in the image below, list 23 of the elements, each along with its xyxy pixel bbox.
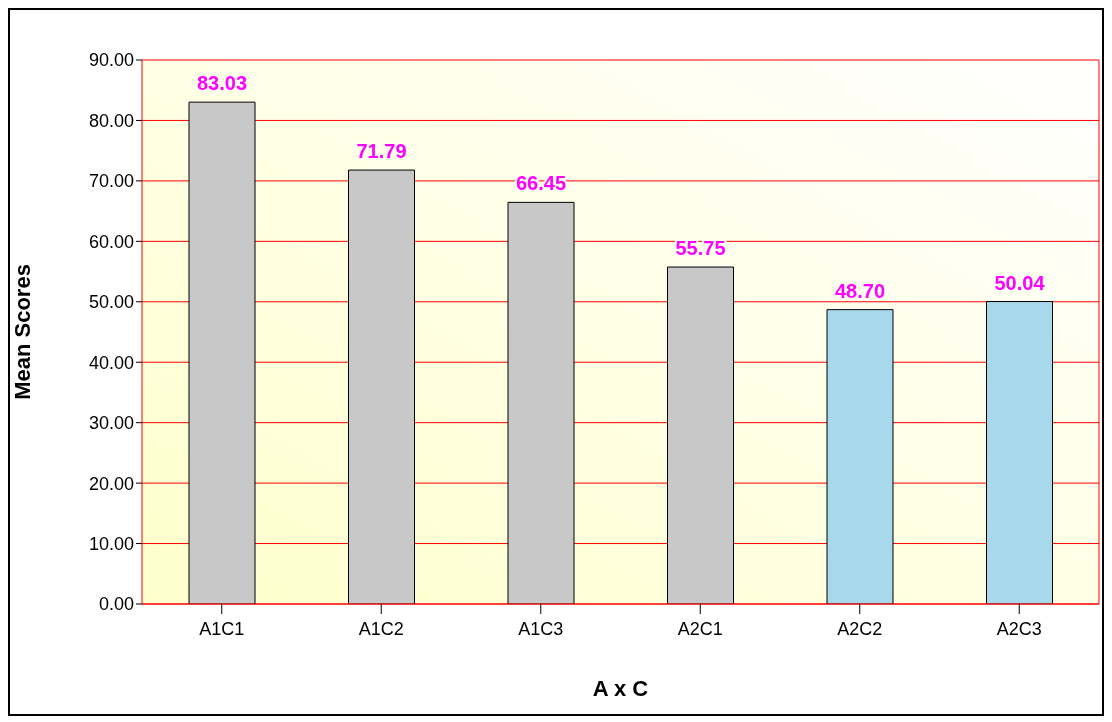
data-label: 71.79 [356,140,407,163]
y-tick-label: 90.00 [88,50,134,71]
y-tick-label: 70.00 [88,171,134,192]
y-axis-title: Mean Scores [9,264,35,400]
data-label: 50.04 [994,271,1046,294]
x-tick-label: A2C2 [837,618,883,639]
x-axis-title: A x C [592,676,649,701]
data-label: 55.75 [675,237,726,260]
y-tick-label: 50.00 [88,292,134,313]
y-tick-label: 10.00 [88,533,134,554]
y-tick-label: 80.00 [88,110,134,131]
y-tick-label: 60.00 [88,231,134,252]
x-tick-label: A1C1 [199,618,245,639]
x-tick-label: A2C3 [996,618,1042,639]
y-tick-label: 0.00 [98,594,134,615]
x-tick-label: A1C2 [358,618,404,639]
y-tick-label: 40.00 [88,352,134,373]
y-tick-label: 30.00 [88,413,134,434]
y-tick-label: 20.00 [88,473,134,494]
data-label: 83.03 [196,72,248,95]
data-label: 48.70 [834,279,886,302]
x-tick-label: A1C3 [518,618,564,639]
x-tick-label: A2C1 [677,618,723,639]
